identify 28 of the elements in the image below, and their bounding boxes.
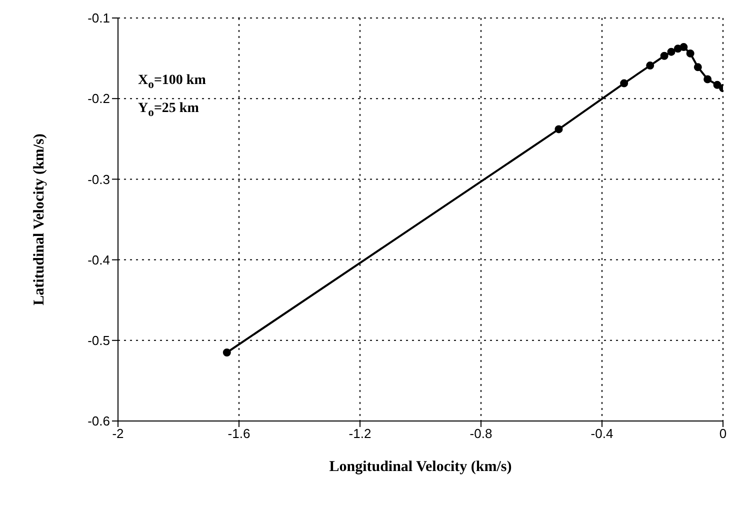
point <box>680 43 688 52</box>
x-tick-label: -0.8 <box>470 426 492 442</box>
y-tick-label: -0.6 <box>88 414 110 429</box>
x-tick-label: -1.6 <box>228 426 250 442</box>
y-tick-label: -0.3 <box>88 172 110 187</box>
x-tick-label: -2 <box>112 426 124 442</box>
point <box>686 49 694 58</box>
x-tick-label: -0.4 <box>590 426 614 442</box>
x-axis-title: Longitudinal Velocity (km/s) <box>329 459 512 475</box>
x-tick-label: -1.2 <box>348 426 372 442</box>
point <box>554 125 563 134</box>
point <box>646 62 654 70</box>
x-tick-label: 0 <box>719 426 727 442</box>
point <box>694 63 702 72</box>
y-tick-label: -0.1 <box>88 10 110 26</box>
point <box>667 48 676 56</box>
point <box>674 44 682 53</box>
y-axis-title: Latitudinal Velocity (km/s) <box>31 134 48 306</box>
point <box>660 52 668 60</box>
y-tick-label: -0.2 <box>88 91 110 106</box>
point <box>704 75 712 84</box>
annotation: X$_{o}$=100 km <box>138 73 206 91</box>
y-tick-label: -0.5 <box>88 333 110 348</box>
point <box>222 348 231 356</box>
point <box>713 80 722 89</box>
y-tick-label: -0.4 <box>88 252 110 268</box>
point <box>620 79 628 88</box>
annotation: Y$_{o}$=25 km <box>138 101 199 119</box>
